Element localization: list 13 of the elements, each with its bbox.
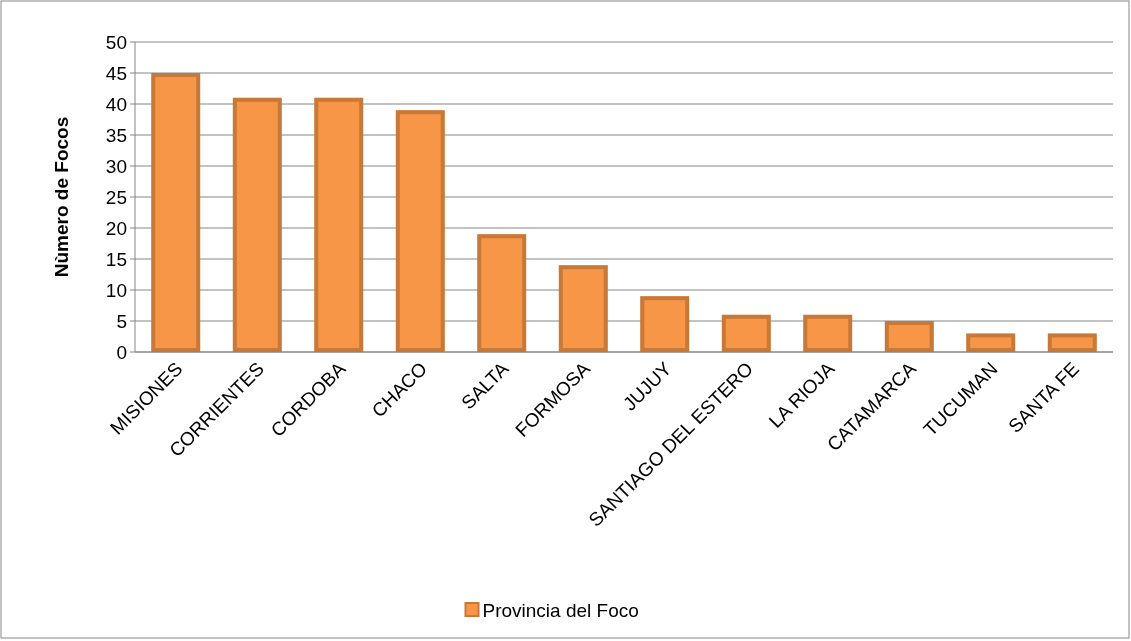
y-tick-label: 45 xyxy=(105,62,127,84)
y-tick-label: 25 xyxy=(105,186,127,208)
y-tick-label: 40 xyxy=(105,93,127,115)
y-tick-label: 30 xyxy=(105,155,127,177)
y-tick-label: 15 xyxy=(105,248,127,270)
y-tick-label: 10 xyxy=(105,279,127,301)
y-tick-label: 50 xyxy=(105,31,127,53)
y-tick-label: 20 xyxy=(105,217,127,239)
y-tick-label: 35 xyxy=(105,124,127,146)
y-tick-label: 0 xyxy=(116,341,127,363)
y-axis-title: Nùmero de Focos xyxy=(51,116,72,278)
y-tick-label: 5 xyxy=(116,310,127,332)
legend-label: Provincia del Foco xyxy=(482,599,639,621)
